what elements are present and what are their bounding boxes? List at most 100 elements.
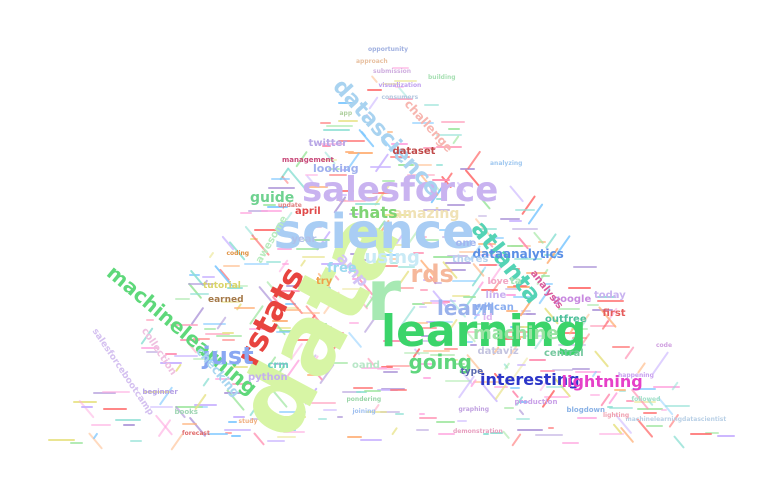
small-word — [243, 263, 269, 266]
small-word — [272, 307, 299, 310]
small-word — [270, 178, 290, 181]
small-word — [389, 156, 410, 159]
small-word — [174, 298, 191, 301]
small-word — [174, 405, 203, 408]
cloud-word: science — [273, 204, 475, 260]
cloud-word: using — [364, 247, 420, 268]
small-word — [227, 420, 238, 423]
small-word — [499, 218, 520, 221]
small-word — [179, 338, 200, 341]
cloud-word: april — [295, 206, 321, 217]
small-word — [690, 433, 712, 436]
cloud-word: pondering — [346, 396, 382, 403]
small-word — [318, 418, 328, 421]
small-word — [461, 330, 480, 333]
small-word — [558, 343, 587, 346]
cloud-word: happening — [618, 372, 654, 379]
small-word — [447, 359, 458, 362]
small-word — [445, 261, 471, 264]
small-word — [361, 367, 387, 370]
small-word — [226, 287, 244, 290]
small-word — [321, 144, 331, 147]
small-word — [327, 189, 354, 192]
small-word — [504, 287, 520, 290]
small-word — [518, 409, 525, 416]
small-word — [574, 370, 601, 373]
small-word — [370, 165, 392, 168]
cloud-word: graphing — [458, 406, 490, 413]
cloud-word: google — [553, 294, 592, 305]
cloud-word: oand — [352, 360, 380, 371]
cloud-word: production — [514, 397, 558, 406]
small-word — [412, 251, 425, 254]
small-word — [619, 389, 627, 392]
small-word — [145, 318, 155, 321]
small-word — [643, 411, 657, 414]
small-word — [350, 252, 361, 255]
cloud-word: today — [594, 290, 626, 301]
small-word — [414, 163, 433, 166]
small-word — [496, 337, 521, 340]
small-word — [123, 424, 136, 427]
small-word — [626, 399, 635, 402]
small-word — [382, 340, 410, 343]
small-word — [612, 346, 631, 349]
small-word — [381, 83, 401, 86]
small-word — [338, 102, 357, 105]
small-word — [422, 147, 436, 150]
small-word — [494, 385, 508, 388]
small-word — [322, 325, 332, 328]
small-word — [509, 219, 523, 222]
cloud-word: love — [487, 276, 509, 287]
small-word — [516, 364, 527, 367]
small-word — [260, 209, 282, 212]
small-word — [423, 278, 430, 281]
small-word — [248, 210, 268, 212]
small-word — [512, 285, 527, 287]
cloud-word: blogdown — [566, 405, 606, 414]
cloud-word: first — [602, 308, 626, 319]
small-word — [303, 238, 330, 241]
small-word — [150, 406, 173, 409]
small-word — [248, 328, 274, 331]
small-word — [146, 351, 159, 354]
small-word — [436, 133, 463, 136]
small-word — [559, 332, 578, 335]
small-word — [295, 247, 320, 250]
cloud-word: year — [291, 234, 317, 245]
small-word — [636, 407, 663, 410]
cloud-word: central — [544, 348, 584, 359]
cloud-word: one — [455, 238, 477, 249]
small-word — [102, 390, 130, 393]
cloud-word: visualization — [378, 82, 422, 89]
small-word — [381, 366, 393, 369]
small-word — [447, 127, 460, 130]
small-word — [410, 321, 428, 324]
small-word — [190, 306, 205, 325]
small-word — [346, 435, 362, 438]
small-word — [432, 179, 451, 182]
small-word — [81, 405, 94, 408]
small-word — [202, 275, 215, 278]
small-word — [268, 186, 295, 189]
small-word — [482, 432, 489, 435]
small-word — [520, 326, 539, 329]
small-word — [194, 403, 217, 406]
small-word — [571, 337, 588, 340]
small-word — [392, 67, 409, 70]
small-word — [506, 309, 519, 312]
small-word — [599, 393, 610, 407]
small-word — [422, 350, 450, 353]
small-word — [608, 406, 634, 409]
small-word — [315, 226, 322, 229]
small-word — [716, 435, 735, 438]
small-word — [517, 429, 543, 432]
small-word — [624, 346, 635, 360]
cloud-word: demonstration — [453, 428, 503, 435]
small-word — [263, 327, 291, 330]
cloud-word: ta — [510, 276, 522, 287]
cloud-word: theres — [452, 254, 489, 265]
small-word — [311, 401, 336, 404]
cloud-word: salesforce — [302, 170, 499, 210]
